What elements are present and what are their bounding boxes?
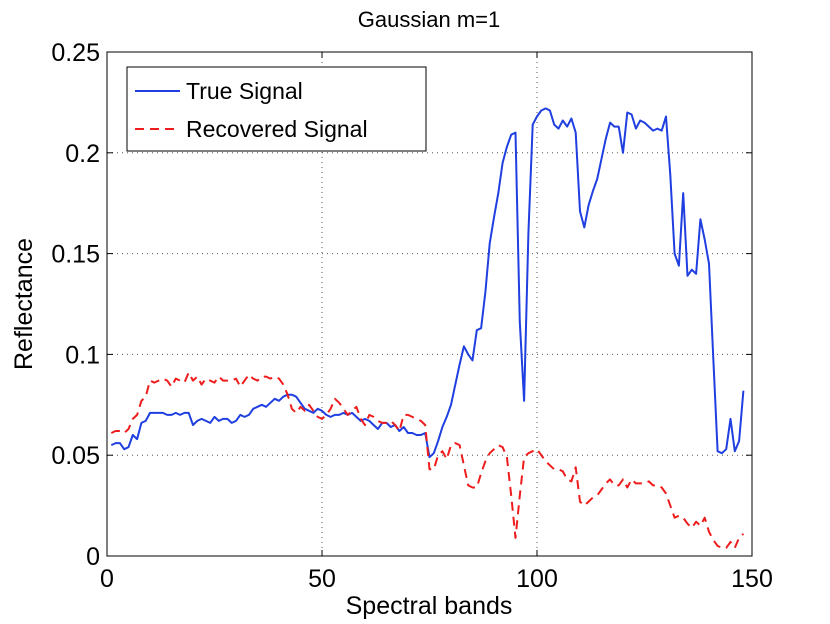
plot-area-frame bbox=[106, 51, 753, 557]
y-axis-title: Reflectance bbox=[10, 238, 38, 370]
x-tick-label: 100 bbox=[516, 565, 558, 593]
legend-label-true-signal: True Signal bbox=[186, 78, 303, 104]
series-line-recovered-signal bbox=[110, 371, 745, 549]
grid-lines bbox=[107, 52, 752, 556]
y-tick-label: 0.05 bbox=[51, 442, 100, 470]
y-tick-label: 0.25 bbox=[51, 39, 100, 67]
legend-box bbox=[126, 66, 427, 152]
x-tick-label: 50 bbox=[308, 565, 336, 593]
axis-ticks: 0 50 100 150 0 0.05 0.1 0.15 0.2 0.25 bbox=[51, 39, 773, 593]
series-line-true-signal bbox=[110, 107, 745, 459]
y-tick-label: 0 bbox=[86, 543, 100, 571]
x-axis-title: Spectral bands bbox=[346, 592, 513, 620]
plot-series-group bbox=[110, 107, 745, 549]
y-tick-label: 0.2 bbox=[65, 140, 100, 168]
chart-legend: True Signal Recovered Signal bbox=[126, 66, 427, 152]
legend-label-recovered-signal: Recovered Signal bbox=[186, 116, 368, 142]
x-tick-label: 150 bbox=[731, 565, 773, 593]
y-tick-label: 0.1 bbox=[65, 341, 100, 369]
y-tick-label: 0.15 bbox=[51, 241, 100, 269]
chart-title: Gaussian m=1 bbox=[358, 7, 500, 32]
x-tick-label: 0 bbox=[100, 565, 114, 593]
